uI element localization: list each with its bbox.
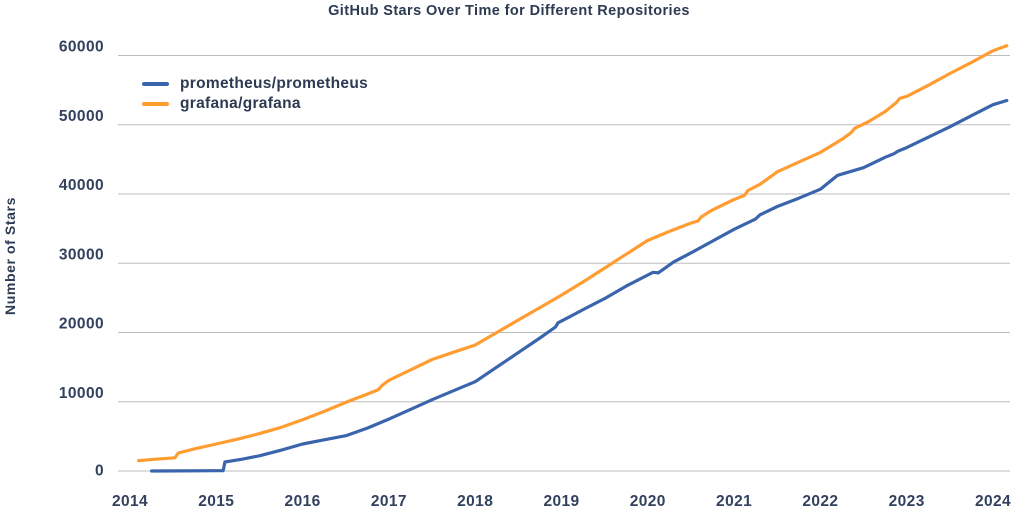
legend-item-prometheus: prometheus/prometheus [142,75,368,93]
prometheus-line-swatch [142,82,169,86]
legend: prometheus/prometheus grafana/grafana [142,75,368,113]
x-tick-label-2022: 2022 [802,493,838,510]
y-tick-label-20000: 20000 [59,316,104,333]
x-tick-label-2020: 2020 [630,493,666,510]
grafana-line-swatch [142,102,169,106]
x-tick-label-2021: 2021 [716,493,752,510]
x-tick-label-2017: 2017 [371,493,407,510]
chart-title: GitHub Stars Over Time for Different Rep… [328,3,690,19]
y-tick-label-40000: 40000 [59,177,104,194]
y-tick-label-0: 0 [95,463,104,480]
legend-label-grafana: grafana/grafana [180,95,301,112]
x-tick-label-2014: 2014 [112,493,148,510]
y-tick-label-50000: 50000 [59,108,104,125]
y-tick-label-60000: 60000 [59,39,104,56]
y-tick-label-10000: 10000 [59,385,104,402]
series-line-prometheus [150,98,1009,473]
x-tick-label-2023: 2023 [889,493,925,510]
x-tick-label-2024: 2024 [975,493,1011,510]
x-tick-label-2019: 2019 [543,493,579,510]
x-tick-label-2015: 2015 [198,493,234,510]
series-line-grafana [137,44,1009,463]
x-tick-label-2018: 2018 [457,493,493,510]
x-tick-label-2016: 2016 [285,493,321,510]
y-tick-label-30000: 30000 [59,246,104,263]
legend-label-prometheus: prometheus/prometheus [180,75,369,92]
legend-item-grafana: grafana/grafana [142,95,368,113]
